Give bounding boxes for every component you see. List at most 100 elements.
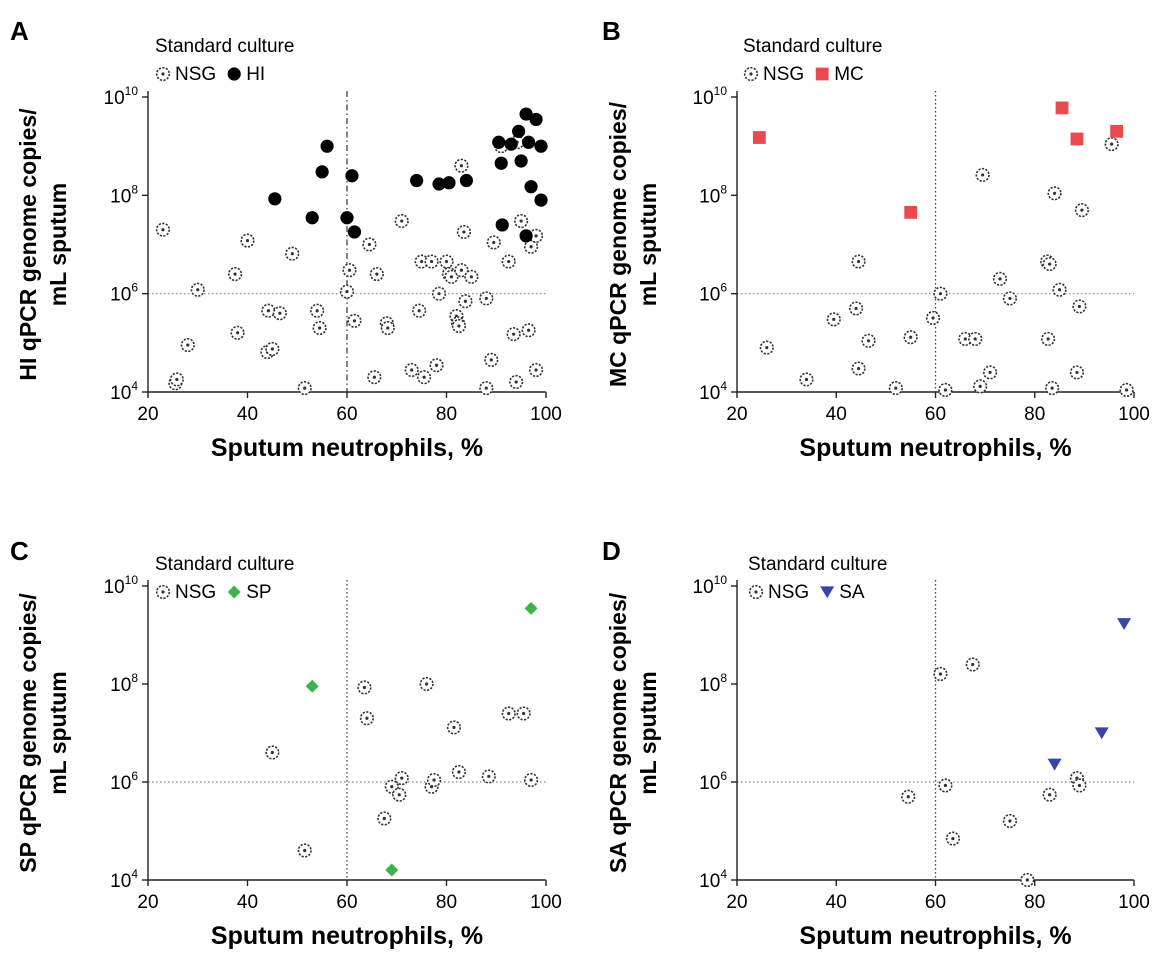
data-point-hi	[340, 211, 354, 225]
data-point-nsg	[190, 282, 205, 297]
data-point-nsg	[180, 337, 195, 353]
data-point-nsg	[297, 843, 312, 858]
data-point-nsg	[265, 745, 280, 760]
data-point-nsg	[523, 772, 539, 788]
data-point-nsg	[380, 320, 395, 336]
data-point-sa	[1117, 618, 1132, 631]
data-point-nsg	[155, 222, 171, 237]
data-point-nsg	[925, 310, 941, 326]
panel-c: C Standard culture NSG SP 20 40 60 80 100 104 106 1…	[10, 536, 562, 950]
data-point-nsg	[419, 676, 434, 692]
data-point-nsg	[968, 331, 983, 347]
data-point-nsg	[404, 362, 419, 378]
legend-marker-sp	[227, 585, 241, 599]
panel-b: B Standard culture NSG MC 20 40 60 80 100 104 106 1…	[602, 16, 1150, 462]
y-tick-label: 108	[699, 671, 727, 696]
data-point-nsg	[933, 286, 948, 301]
data-point-hi	[524, 180, 538, 194]
y-tick-label: 108	[699, 182, 727, 207]
legend-title: Standard culture	[743, 36, 882, 57]
data-point-hi	[410, 173, 424, 188]
data-point-nsg	[973, 379, 988, 394]
x-tick-label: 40	[826, 404, 847, 425]
data-point-nsg	[265, 341, 280, 357]
data-point-nsg	[992, 271, 1008, 286]
x-tick-label: 100	[530, 892, 562, 913]
data-point-nsg	[479, 291, 494, 306]
data-point-hi	[320, 139, 334, 153]
data-point-hi	[495, 218, 509, 232]
data-point-nsg	[1020, 872, 1035, 888]
data-point-nsg	[339, 284, 355, 299]
data-point-nsg	[169, 372, 184, 387]
data-point-nsg	[285, 246, 300, 261]
data-point-nsg	[384, 779, 399, 794]
data-point-sp	[385, 863, 399, 877]
x-axis-title: Sputum neutrophils, %	[211, 434, 483, 462]
data-point-nsg	[759, 340, 774, 355]
y-axis-title: HI qPCR genome copies/mL sputum	[15, 108, 71, 381]
x-axis-title: Sputum neutrophils, %	[211, 922, 483, 950]
data-point-nsg	[240, 233, 255, 248]
x-tick-label: 40	[237, 404, 258, 425]
panel-d: D Standard culture NSG SA 20 40 60 80 100 104 106 1…	[602, 536, 1150, 950]
legend-label-nsg: NSG	[175, 582, 216, 603]
panel-letter: D	[602, 536, 621, 566]
series-nsg	[901, 657, 1087, 888]
legend-label-nsg: NSG	[175, 64, 216, 85]
legend-label-nsg: NSG	[763, 64, 804, 85]
data-point-hi	[529, 112, 543, 127]
data-point-sp	[305, 679, 319, 693]
panel-a: A Standard culture NSG HI 20 40 60 80 100 104 106 1…	[10, 16, 562, 462]
y-tick-label: 1010	[104, 84, 139, 109]
y-axis-title: SA qPCR genome copies/mL sputum	[605, 592, 661, 873]
data-point-nsg	[227, 267, 243, 282]
x-tick-label: 80	[1024, 892, 1045, 913]
legend-marker-nsg	[748, 584, 764, 600]
data-point-mc	[904, 205, 918, 219]
data-point-hi	[442, 176, 456, 190]
y-tick-label: 1010	[693, 84, 728, 109]
panel-letter: A	[10, 16, 29, 46]
data-point-hi	[519, 107, 533, 121]
y-axis-title: SP qPCR genome copies/mL sputum	[15, 593, 71, 873]
series-sp	[305, 601, 538, 877]
data-point-nsg	[454, 263, 469, 278]
data-point-nsg	[347, 313, 362, 328]
data-point-nsg	[514, 213, 529, 229]
data-point-nsg	[1074, 203, 1089, 218]
data-point-nsg	[1045, 381, 1060, 396]
data-point-nsg	[377, 811, 392, 826]
data-point-nsg	[458, 294, 473, 309]
data-point-nsg	[501, 706, 516, 721]
data-point-hi	[519, 229, 533, 243]
y-tick-label: 108	[110, 671, 138, 696]
data-point-nsg	[310, 303, 325, 318]
legend-label-sa: SA	[839, 582, 865, 603]
data-point-nsg	[342, 263, 357, 278]
data-point-nsg	[394, 213, 409, 229]
legend-marker-nsg	[743, 66, 759, 82]
data-point-hi	[534, 139, 548, 153]
data-point-nsg	[486, 235, 501, 250]
y-tick-label: 108	[110, 182, 138, 207]
x-tick-label: 20	[726, 404, 747, 425]
data-point-sa	[1094, 727, 1109, 740]
data-point-nsg	[945, 831, 960, 846]
data-point-nsg	[1042, 256, 1057, 272]
legend-label-hi: HI	[246, 64, 265, 85]
data-point-hi	[347, 225, 362, 239]
data-point-nsg	[230, 325, 245, 340]
data-point-nsg	[1002, 813, 1018, 829]
y-tick-label: 106	[699, 281, 727, 306]
series-nsg	[759, 137, 1134, 398]
data-point-nsg	[1072, 778, 1087, 793]
data-point-nsg	[851, 361, 866, 376]
data-point-nsg	[297, 381, 312, 396]
data-point-nsg	[417, 370, 432, 385]
data-point-nsg	[479, 381, 494, 396]
data-point-nsg	[456, 224, 472, 240]
data-point-hi	[315, 165, 329, 179]
x-tick-label: 20	[726, 892, 747, 913]
data-point-hi	[534, 193, 548, 207]
